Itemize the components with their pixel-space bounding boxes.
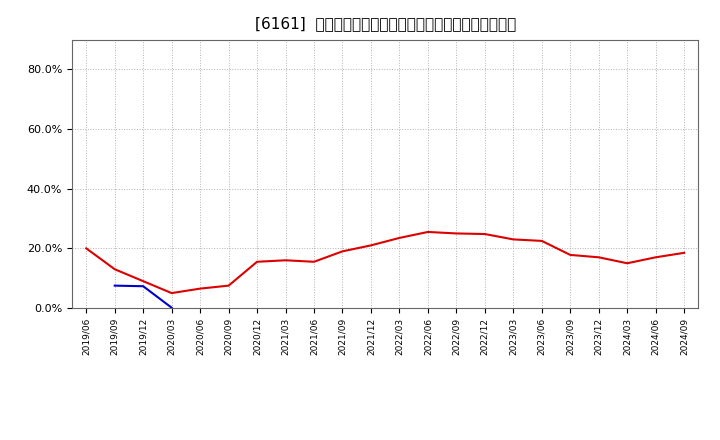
現須金 [566,252,575,257]
有利子負債 [110,283,119,288]
現須金 [139,279,148,284]
Title: [6161]  現須金、有利子負債の総資産に対する比率の推移: [6161] 現須金、有利子負債の総資産に対する比率の推移 [255,16,516,32]
現須金 [225,283,233,288]
現須金 [196,286,204,291]
現須金 [537,238,546,244]
現須金 [167,290,176,296]
現須金 [253,259,261,264]
現須金 [480,231,489,237]
有利子負債 [167,305,176,310]
現須金 [310,259,318,264]
現須金 [509,237,518,242]
現須金 [423,229,432,235]
現須金 [680,250,688,256]
現須金 [623,260,631,266]
現須金 [110,267,119,272]
現須金 [338,249,347,254]
Line: 現須金: 現須金 [86,232,684,293]
Line: 有利子負債: 有利子負債 [114,286,171,308]
現須金 [282,258,290,263]
有利子負債 [139,284,148,289]
現須金 [452,231,461,236]
現須金 [82,246,91,251]
現須金 [366,243,375,248]
現須金 [395,235,404,241]
現須金 [652,255,660,260]
現須金 [595,255,603,260]
